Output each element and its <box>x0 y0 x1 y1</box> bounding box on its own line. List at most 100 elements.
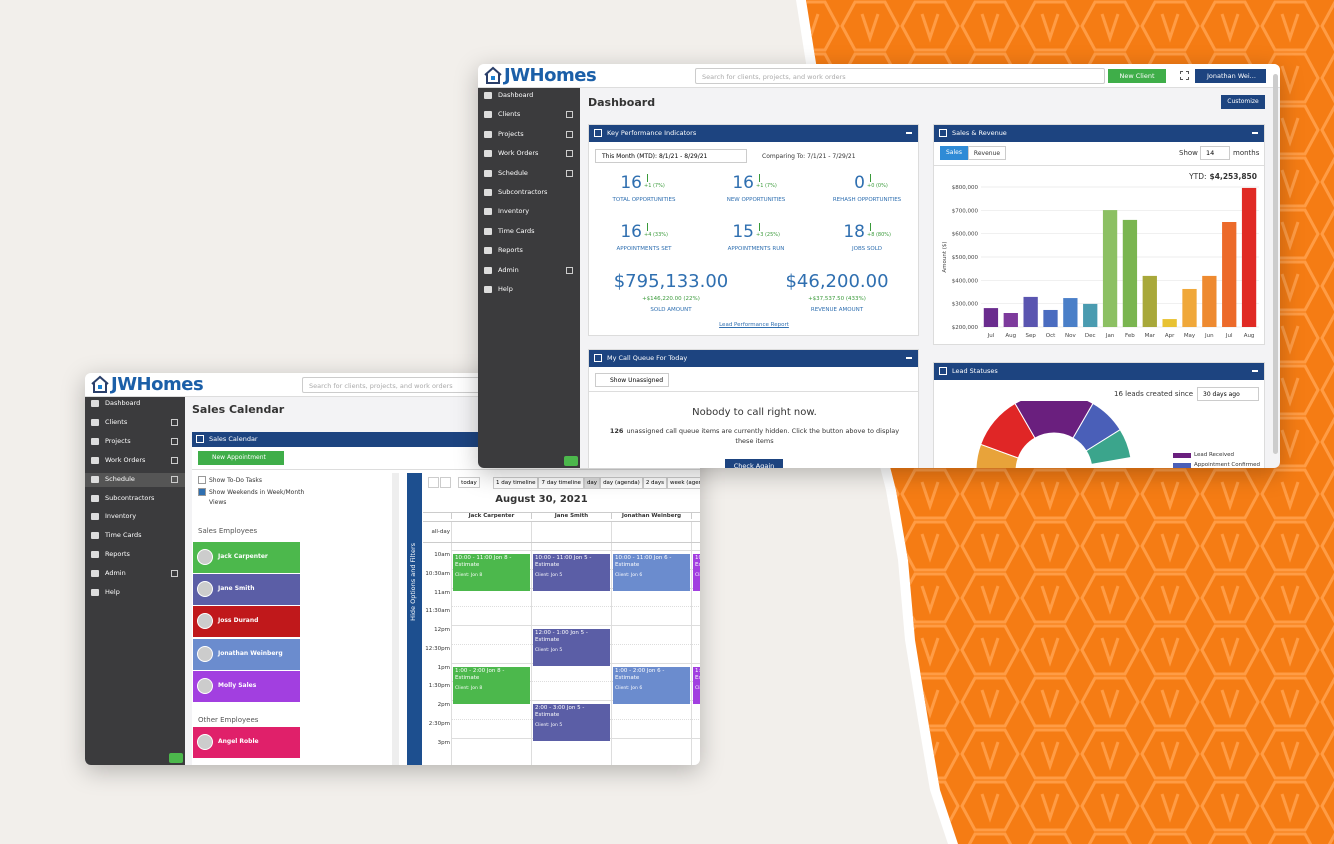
nav-item[interactable]: Time Cards <box>85 529 185 543</box>
checkbox[interactable] <box>198 488 206 496</box>
nav-item[interactable]: Inventory <box>85 510 185 524</box>
metric-arrow <box>759 174 760 182</box>
new-appointment-button[interactable]: New Appointment <box>198 451 284 465</box>
months-select[interactable]: 14 <box>1200 146 1230 160</box>
checkbox[interactable] <box>198 476 206 484</box>
nav-item[interactable]: Reports <box>85 548 185 562</box>
nav-item[interactable]: Projects <box>478 128 580 142</box>
view-button[interactable]: day (agenda) <box>600 477 643 489</box>
nav-item[interactable]: Help <box>478 283 580 297</box>
nav-expand <box>171 456 178 464</box>
panel-collapse[interactable] <box>906 357 912 359</box>
tab[interactable]: Sales <box>940 146 968 160</box>
time-label: 11:30am <box>425 608 450 615</box>
nav-item[interactable]: Schedule <box>478 167 580 181</box>
user-button[interactable]: Jonathan Wei... <box>1195 69 1266 83</box>
employee-card[interactable]: Jonathan Weinberg <box>193 638 300 670</box>
employee-card[interactable]: Joss Durand <box>193 606 300 638</box>
employee-card[interactable]: Jane Smith <box>193 574 300 606</box>
event[interactable]: 12:00 - 1:00 Jon 5 - Estimate Client: Jon… <box>533 629 610 666</box>
nav-item[interactable]: Subcontractors <box>85 492 185 506</box>
event[interactable]: 10:00 - 11:00 Jon 8 - Estimate Client: Jo… <box>453 554 530 591</box>
nav-item[interactable]: Clients <box>85 416 185 430</box>
report-link[interactable]: Lead Performance Report <box>719 322 789 328</box>
nav-item[interactable]: Projects <box>85 435 185 449</box>
x-tick-label: Nov <box>1065 333 1076 339</box>
metric-label: TOTAL OPPORTUNITIES <box>612 197 676 203</box>
event[interactable]: 1:00 - 2:00 Jon 8 - Estimate Client: Jon … <box>453 666 530 704</box>
employee-card[interactable]: Angel Roble <box>193 727 300 758</box>
time-label: 12pm <box>434 627 450 633</box>
range-select[interactable]: This Month (MTD): 8/1/21 - 8/29/21 <box>595 149 747 163</box>
search-box[interactable]: Search for clients, projects, and work o… <box>695 68 1105 84</box>
donut-chart <box>975 401 1132 468</box>
metric-change: +3 (25%) <box>756 232 780 238</box>
event[interactable]: 10:00 - 11:00 Jon 7 - Estimate Client: Jo… <box>693 554 700 591</box>
view-button[interactable]: day <box>583 477 601 489</box>
nav-item[interactable]: Inventory <box>478 205 580 219</box>
today-button[interactable]: today <box>458 477 480 488</box>
nav-icon <box>91 437 99 445</box>
nav-expand <box>171 418 178 426</box>
event[interactable]: 1:00 - 2:00 Jon 7 - Estimate Client: Jon … <box>693 666 700 704</box>
nav-item[interactable]: Schedule <box>85 472 185 487</box>
panel-icon <box>196 435 204 443</box>
new-client-button[interactable]: New Client <box>1108 69 1166 83</box>
nav-label: Admin <box>498 265 519 274</box>
view-button[interactable]: week (agenda) <box>667 477 700 489</box>
collapse-button[interactable] <box>169 753 183 763</box>
prev-button[interactable] <box>428 477 439 488</box>
event[interactable]: 10:00 - 11:00 Jon 5 - Estimate Client: Jo… <box>533 554 610 591</box>
nav-item[interactable]: Help <box>85 586 185 600</box>
nav-item[interactable]: Dashboard <box>478 89 580 103</box>
check-again-button[interactable]: Check Again <box>725 459 783 468</box>
expand-icon[interactable] <box>1180 71 1189 80</box>
event[interactable]: 1:00 - 2:00 Jon 6 - Estimate Client: Jon … <box>613 666 690 704</box>
x-tick-label: Jul <box>987 333 995 339</box>
nav-item[interactable]: Reports <box>478 244 580 258</box>
nav-icon <box>91 494 99 502</box>
employee-card[interactable]: Molly Sales <box>193 670 300 702</box>
column-header: Jack Carpenter <box>451 513 531 519</box>
nav-item[interactable]: Work Orders <box>478 147 580 161</box>
view-button[interactable]: 7 day timeline <box>538 477 584 489</box>
collapse-button[interactable] <box>564 456 578 466</box>
nav-item[interactable]: Clients <box>478 108 580 122</box>
metric-change: +0 (0%) <box>867 183 888 189</box>
column-header: Molly Sales <box>691 513 700 519</box>
next-button[interactable] <box>440 477 451 488</box>
period-select[interactable]: 30 days ago <box>1197 387 1259 401</box>
nav-item[interactable]: Admin <box>478 264 580 278</box>
options-toggle[interactable]: Hide Options and Filters <box>407 473 422 765</box>
employee-card[interactable]: Jack Carpenter <box>193 542 300 573</box>
view-button[interactable]: 2 days <box>642 477 668 489</box>
legend-swatch <box>1173 463 1191 468</box>
event[interactable]: 10:00 - 11:00 Jon 6 - Estimate Client: Jo… <box>613 554 690 591</box>
search-placeholder: Search for clients, projects, and work o… <box>309 382 453 390</box>
nav-label: Reports <box>498 246 523 255</box>
column-line <box>691 522 692 765</box>
view-button[interactable]: 1 day timeline <box>493 477 539 489</box>
nav-icon <box>91 589 99 596</box>
nav-expand <box>171 570 178 578</box>
nav-item[interactable]: Work Orders <box>85 454 185 468</box>
amount-value: $795,133.00 <box>613 271 729 292</box>
bar <box>983 308 999 327</box>
nav-item[interactable]: Dashboard <box>85 397 185 411</box>
nav-item[interactable]: Admin <box>85 567 185 581</box>
nav-item[interactable]: Time Cards <box>478 225 580 239</box>
event[interactable]: 2:00 - 3:00 Jon 5 - Estimate Client: Jon … <box>533 704 610 741</box>
x-tick-label: Dec <box>1085 333 1096 339</box>
nav-icon <box>91 418 99 426</box>
show-unassigned-button[interactable]: Show Unassigned <box>595 373 669 387</box>
nav-item[interactable]: Subcontractors <box>478 186 580 200</box>
nav-expand <box>566 130 573 138</box>
nav-label: Dashboard <box>498 91 534 99</box>
panel-collapse[interactable] <box>906 132 912 134</box>
panel-collapse[interactable] <box>1252 132 1258 134</box>
panel-icon <box>594 354 602 362</box>
tab[interactable]: Revenue <box>968 146 1006 160</box>
x-tick-label: Apr <box>1165 333 1175 339</box>
panel-collapse[interactable] <box>1252 370 1258 372</box>
customize-button[interactable]: Customize <box>1221 95 1265 109</box>
